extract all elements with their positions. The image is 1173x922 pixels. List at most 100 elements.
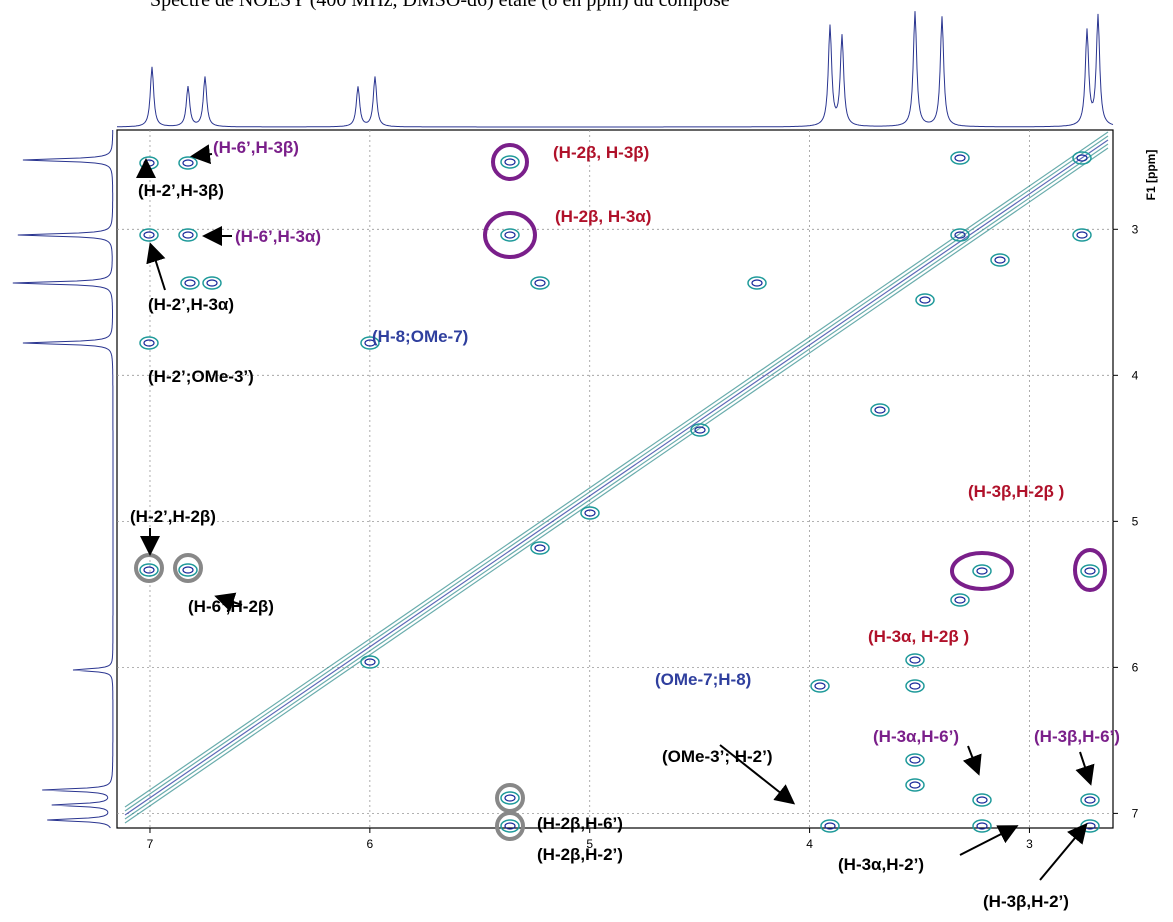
contour (950, 151, 970, 165)
annotation: (H-3α,H-2’) (838, 855, 924, 874)
contour (909, 756, 921, 764)
contour (810, 679, 830, 693)
contour (500, 791, 520, 805)
contour (530, 276, 550, 290)
annotation: (H-6’,H-3α) (235, 227, 321, 246)
contour (950, 228, 970, 242)
contour (994, 256, 1006, 264)
left-spectrum (12, 130, 114, 829)
contour (504, 794, 516, 802)
annotation: (H-2β, H-3α) (555, 207, 651, 226)
contour (500, 155, 520, 169)
annotation: (OMe-3’; H-2’) (662, 747, 773, 766)
y-tick-label: 4 (1132, 368, 1139, 382)
contour (182, 231, 194, 239)
annotation: (OMe-7;H-8) (655, 670, 751, 689)
annotation: (H-3α, H-2β ) (868, 627, 969, 646)
annotation: (H-3β,H-2β ) (968, 482, 1064, 501)
caption: Spectre de NOESY (400 MHz, DMSO-d6) étal… (150, 0, 730, 11)
annotation: (H-2’,H-3α) (148, 295, 234, 314)
y-tick-label: 5 (1132, 514, 1139, 528)
grid: 7 6 5 4 3 3 4 5 6 7 (117, 130, 1139, 851)
annotation: (H-6’,H-3β) (213, 138, 299, 157)
contour (206, 279, 218, 287)
contour (1076, 231, 1088, 239)
contour (1084, 567, 1096, 575)
contour (976, 822, 988, 830)
contour (1076, 154, 1088, 162)
contour (139, 228, 159, 242)
contour (905, 778, 925, 792)
contour (182, 566, 194, 574)
contour (500, 819, 520, 833)
contour (139, 156, 159, 170)
contour (919, 296, 931, 304)
contour (534, 544, 546, 552)
highlight-octagons (134, 553, 525, 841)
contour (143, 231, 155, 239)
contour (182, 159, 194, 167)
contour (814, 682, 826, 690)
diagonal-contour (124, 147, 1109, 824)
contour (909, 682, 921, 690)
contour (184, 279, 196, 287)
annotation: (H-3β,H-2’) (983, 892, 1069, 911)
diagonal-contour (124, 139, 1109, 816)
contour (972, 819, 992, 833)
contour (139, 563, 159, 577)
x-tick-label: 3 (1026, 837, 1033, 851)
contour (690, 423, 710, 437)
contour (909, 656, 921, 664)
contour (909, 781, 921, 789)
contour (874, 406, 886, 414)
contour (580, 506, 600, 520)
contour (364, 339, 376, 347)
x-tick-label: 4 (806, 837, 813, 851)
annotation: (H-3β,H-6’) (1034, 727, 1120, 746)
contour (504, 231, 516, 239)
contour (905, 653, 925, 667)
annotation: (H-2’,H-2β) (130, 507, 216, 526)
contour (1084, 796, 1096, 804)
contour (824, 822, 836, 830)
annotation: (H-2β,H-2’) (537, 845, 623, 864)
cross-peaks (124, 131, 1109, 833)
annotation: (H-2’,H-3β) (138, 181, 224, 200)
contour (972, 564, 992, 578)
contour (1080, 564, 1100, 578)
x-tick-label: 7 (147, 837, 154, 851)
contour (364, 658, 376, 666)
diagonal-contour (124, 143, 1109, 820)
contour (976, 567, 988, 575)
contour (905, 679, 925, 693)
annotation: (H-8;OMe-7) (372, 327, 468, 346)
plot-frame (116, 129, 1114, 829)
diagonal-contour (124, 131, 1109, 808)
y-tick-label: 3 (1132, 222, 1139, 236)
contour (180, 276, 200, 290)
contour (1080, 793, 1100, 807)
annotation: (H-2β, H-3β) (553, 143, 649, 162)
contour (972, 793, 992, 807)
contour (360, 655, 380, 669)
x-tick-label: 5 (586, 837, 593, 851)
highlight-circles (483, 143, 1107, 592)
spectra (12, 11, 1114, 829)
contour (584, 509, 596, 517)
contour (534, 279, 546, 287)
contour (143, 566, 155, 574)
contour (751, 279, 763, 287)
diagonal-contour (124, 135, 1109, 812)
y-tick-label: 7 (1132, 806, 1139, 820)
contour (694, 426, 706, 434)
annotation: (H-6’,H-2β) (188, 597, 274, 616)
contour (870, 403, 890, 417)
contour (950, 593, 970, 607)
y-axis-label: F1 [ppm] (1144, 150, 1158, 201)
x-tick-label: 6 (367, 837, 374, 851)
contour (500, 228, 520, 242)
annotation: (H-2β,H-6’) (537, 814, 623, 833)
contour (747, 276, 767, 290)
